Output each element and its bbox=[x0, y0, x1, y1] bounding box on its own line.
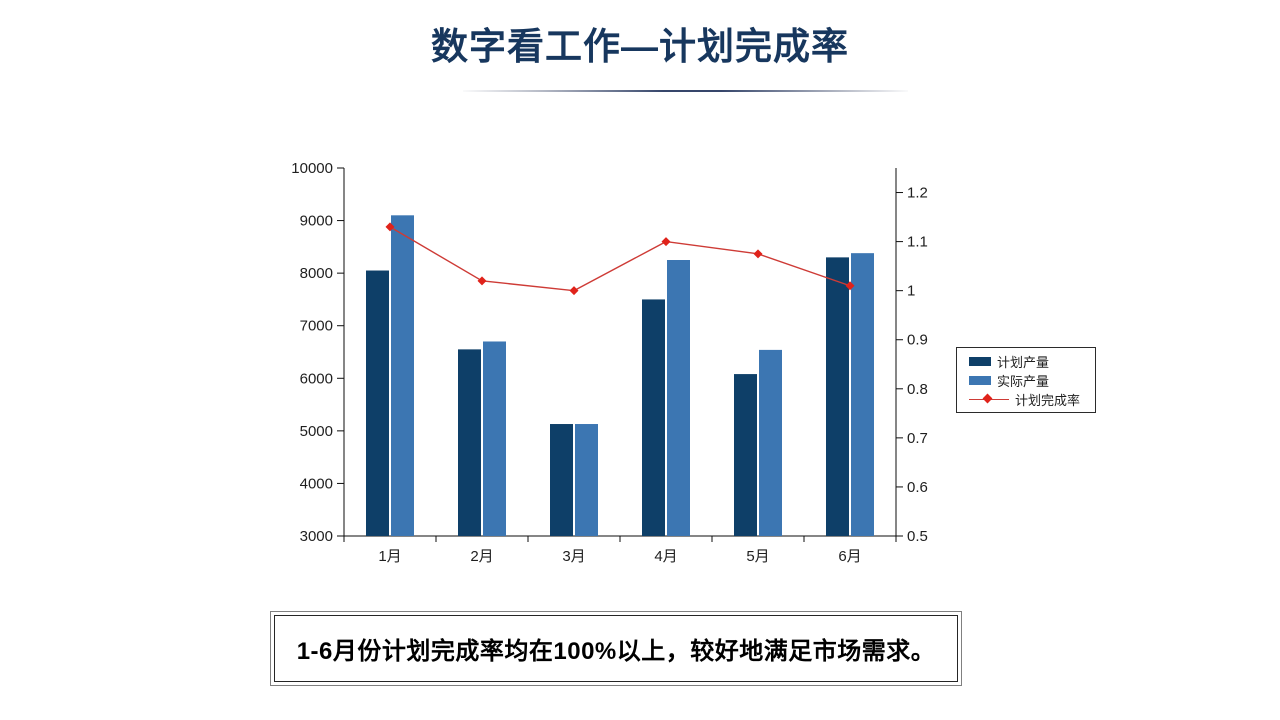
slide-title: 数字看工作—计划完成率 bbox=[431, 26, 849, 67]
right-axis-tick-label: 1.2 bbox=[907, 185, 928, 202]
x-axis-category-label: 1月 bbox=[378, 548, 401, 565]
summary-text: 1-6月份计划完成率均在100%以上，较好地满足市场需求。 bbox=[296, 638, 936, 665]
completion-rate-marker-3 bbox=[661, 237, 671, 247]
bar-planned-3 bbox=[642, 299, 665, 536]
legend-swatch-planned-icon bbox=[969, 356, 991, 366]
right-axis-tick-label: 0.5 bbox=[907, 528, 928, 545]
right-axis-tick-label: 1.1 bbox=[907, 234, 928, 251]
left-axis-tick-label: 5000 bbox=[300, 423, 333, 440]
legend-line-marker-icon bbox=[969, 393, 1009, 404]
right-axis-tick-label: 0.6 bbox=[907, 479, 928, 496]
left-axis-tick-label: 10000 bbox=[291, 160, 333, 177]
legend-item-completion-rate: 计划完成率 bbox=[969, 392, 1095, 408]
chart-legend: 计划产量 实际产量 计划完成率 bbox=[956, 347, 1096, 413]
x-axis-category-label: 4月 bbox=[654, 548, 677, 565]
summary-box-inner: 1-6月份计划完成率均在100%以上，较好地满足市场需求。 bbox=[274, 615, 958, 682]
bar-actual-2 bbox=[575, 424, 598, 536]
bar-planned-5 bbox=[826, 257, 849, 536]
completion-rate-marker-0 bbox=[385, 222, 395, 232]
x-axis-category-label: 6月 bbox=[838, 548, 861, 565]
legend-item-actual: 实际产量 bbox=[969, 373, 1095, 389]
legend-item-planned: 计划产量 bbox=[969, 354, 1095, 370]
left-axis-tick-label: 4000 bbox=[300, 475, 333, 492]
bar-planned-0 bbox=[366, 270, 389, 536]
bar-actual-3 bbox=[667, 260, 690, 536]
right-axis-tick-label: 0.7 bbox=[907, 430, 928, 447]
x-axis-category-label: 5月 bbox=[746, 548, 769, 565]
left-axis-tick-label: 3000 bbox=[300, 528, 333, 545]
summary-box: 1-6月份计划完成率均在100%以上，较好地满足市场需求。 bbox=[270, 611, 962, 686]
completion-rate-marker-2 bbox=[569, 286, 579, 296]
bar-planned-1 bbox=[458, 349, 481, 536]
left-axis-tick-label: 6000 bbox=[300, 370, 333, 387]
completion-rate-line bbox=[389, 226, 851, 292]
left-axis-tick-label: 7000 bbox=[300, 318, 333, 335]
legend-label-actual: 实际产量 bbox=[997, 373, 1050, 389]
bar-planned-4 bbox=[734, 374, 757, 536]
bar-actual-4 bbox=[759, 349, 782, 536]
bar-planned-2 bbox=[550, 424, 573, 536]
completion-rate-marker-4 bbox=[753, 249, 763, 259]
right-axis-tick-label: 1 bbox=[907, 283, 915, 300]
left-axis-tick-label: 9000 bbox=[300, 213, 333, 230]
left-axis-tick-label: 8000 bbox=[300, 265, 333, 282]
bar-actual-0 bbox=[391, 215, 414, 537]
bar-actual-5 bbox=[851, 253, 874, 536]
title-divider bbox=[463, 90, 908, 92]
completion-rate-marker-1 bbox=[477, 276, 487, 286]
legend-label-planned: 计划产量 bbox=[997, 354, 1050, 370]
right-axis-tick-label: 0.9 bbox=[907, 332, 928, 349]
completion-rate-marker-5 bbox=[845, 281, 855, 291]
bar-actual-1 bbox=[483, 341, 506, 536]
x-axis-category-label: 2月 bbox=[470, 548, 493, 565]
right-axis-tick-label: 0.8 bbox=[907, 381, 928, 398]
x-axis-category-label: 3月 bbox=[562, 548, 585, 565]
legend-label-completion-rate: 计划完成率 bbox=[1015, 392, 1081, 408]
legend-swatch-actual-icon bbox=[969, 375, 991, 385]
